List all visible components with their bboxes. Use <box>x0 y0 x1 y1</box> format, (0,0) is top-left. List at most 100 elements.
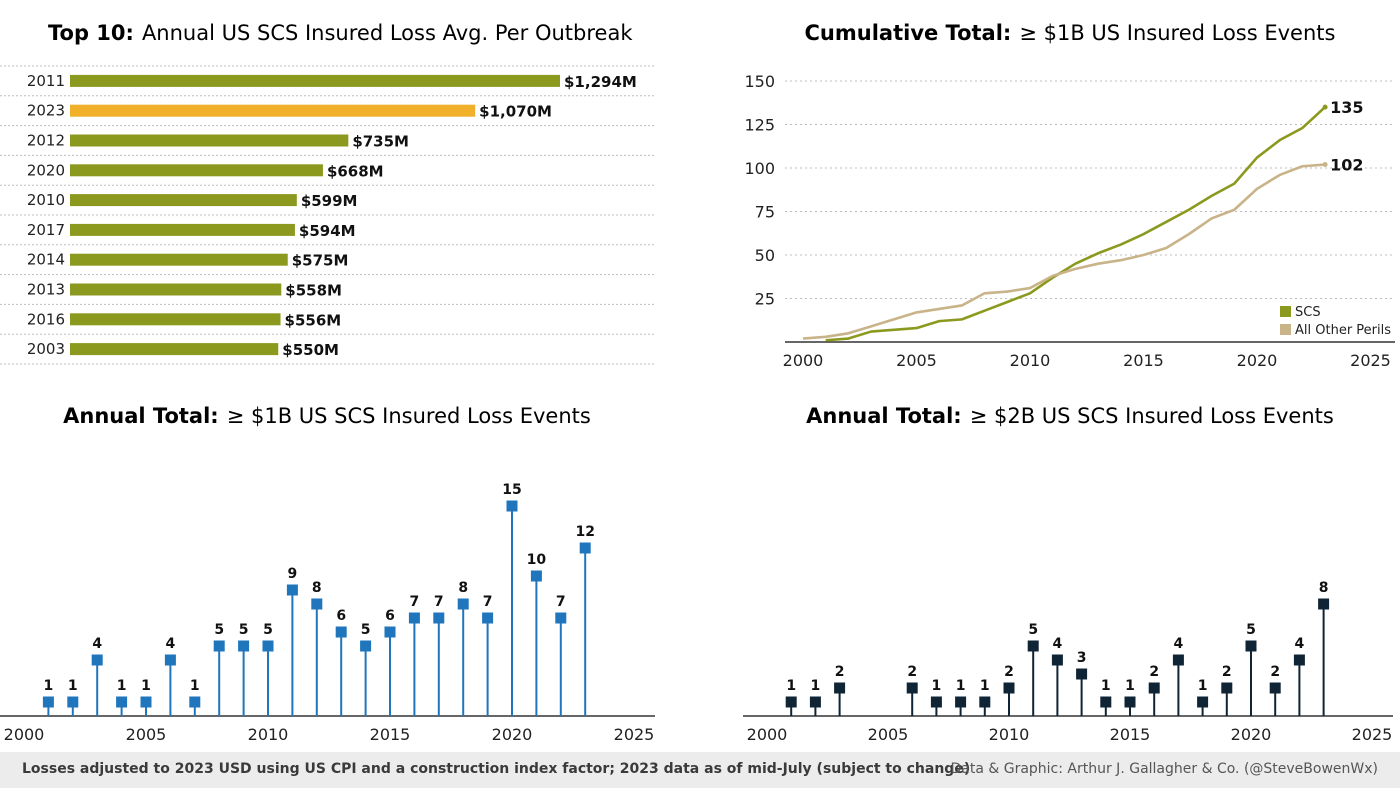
bar <box>70 104 476 117</box>
bar <box>70 164 323 177</box>
value-label: $1,294M <box>564 73 637 91</box>
lollipop-marker <box>809 696 821 708</box>
dashboard-canvas: Top 10: Annual US SCS Insured Loss Avg. P… <box>0 21 1395 744</box>
lollipop-marker <box>360 640 372 652</box>
bar <box>70 134 349 147</box>
bar <box>70 223 295 236</box>
annual-1b-title-text: ≥ $1B US SCS Insured Loss Events <box>227 404 591 428</box>
lollipop-marker <box>530 570 542 582</box>
cumulative-line-chart: Cumulative Total: ≥ $1B US Insured Loss E… <box>744 21 1395 370</box>
lollipop-marker <box>1003 682 1015 694</box>
lollipop-marker <box>42 696 54 708</box>
value-label: 8 <box>1319 580 1329 596</box>
value-label: $550M <box>282 341 339 359</box>
lollipop-marker <box>384 626 396 638</box>
lollipop-marker <box>955 696 967 708</box>
lollipop-marker <box>979 696 991 708</box>
lollipop-marker <box>1318 598 1330 610</box>
year-label: 2017 <box>27 221 65 239</box>
methodology-note: Losses adjusted to 2023 USD using US CPI… <box>22 761 971 777</box>
value-label: 6 <box>385 608 395 624</box>
value-label: 1 <box>932 678 942 694</box>
value-label: $735M <box>352 133 409 151</box>
annual-2b-title: Annual Total: ≥ $2B US SCS Insured Loss E… <box>806 404 1334 428</box>
year-label: 2014 <box>27 251 65 269</box>
x-tick-label: 2010 <box>1010 351 1051 370</box>
legend-swatch <box>1280 306 1291 317</box>
value-label: 4 <box>1053 636 1063 652</box>
top10-title-text: Annual US SCS Insured Loss Avg. Per Outb… <box>142 21 633 45</box>
year-label: 2003 <box>27 340 65 358</box>
value-label: 4 <box>1174 636 1184 652</box>
lollipop-marker <box>1221 682 1233 694</box>
lollipop-marker <box>189 696 201 708</box>
value-label: 7 <box>556 594 566 610</box>
lollipop-marker <box>213 640 225 652</box>
annual-1b-title-bold: Annual Total: <box>63 404 219 428</box>
annual-2b-title-bold: Annual Total: <box>806 404 962 428</box>
x-tick-label: 2020 <box>1237 351 1278 370</box>
lollipop-marker <box>335 626 347 638</box>
value-label: 1 <box>190 678 200 694</box>
value-label: 1 <box>980 678 990 694</box>
value-label: 1 <box>1125 678 1135 694</box>
lollipop-marker <box>506 500 518 512</box>
value-label: 1 <box>117 678 127 694</box>
x-tick-label: 2015 <box>1110 725 1151 744</box>
series-end-point <box>1322 162 1328 168</box>
bar <box>70 74 560 87</box>
annual-2b-title-text: ≥ $2B US SCS Insured Loss Events <box>970 404 1334 428</box>
value-label: 15 <box>502 482 521 498</box>
top10-title: Top 10: Annual US SCS Insured Loss Avg. P… <box>48 21 633 45</box>
legend-label: All Other Perils <box>1295 323 1391 338</box>
value-label: $594M <box>299 222 356 240</box>
lollipop-marker <box>1100 696 1112 708</box>
value-label: 7 <box>483 594 493 610</box>
value-label: 2 <box>1222 664 1232 680</box>
x-tick-label: 2000 <box>4 725 45 744</box>
year-label: 2013 <box>27 281 65 299</box>
value-label: 4 <box>1295 636 1305 652</box>
value-label: 5 <box>361 622 371 638</box>
y-tick-label: 150 <box>744 72 775 91</box>
value-label: 5 <box>263 622 273 638</box>
lollipop-marker <box>1148 682 1160 694</box>
value-label: 12 <box>575 524 594 540</box>
lollipop-marker <box>67 696 79 708</box>
series-end-point <box>1322 104 1328 110</box>
top10-title-bold: Top 10: <box>48 21 134 45</box>
lollipop-marker <box>1172 654 1184 666</box>
lollipop-marker <box>140 696 152 708</box>
value-label: 5 <box>1028 622 1038 638</box>
value-label: 8 <box>312 580 322 596</box>
x-tick-label: 2000 <box>783 351 824 370</box>
value-label: 10 <box>527 552 547 568</box>
value-label: 1 <box>1101 678 1111 694</box>
lollipop-marker <box>1076 668 1088 680</box>
x-tick-label: 2005 <box>126 725 167 744</box>
bar <box>70 283 282 296</box>
series-line <box>825 106 1326 342</box>
y-tick-label: 50 <box>755 246 775 265</box>
bar <box>70 253 288 266</box>
source-credit: Data & Graphic: Arthur J. Gallagher & Co… <box>950 761 1378 777</box>
year-label: 2012 <box>27 132 65 150</box>
value-label: 8 <box>458 580 468 596</box>
year-label: 2020 <box>27 161 65 179</box>
x-tick-label: 2020 <box>1231 725 1272 744</box>
lollipop-marker <box>311 598 323 610</box>
cumulative-title-text: ≥ $1B US Insured Loss Events <box>1019 21 1335 45</box>
series-end-label: 135 <box>1330 98 1363 117</box>
value-label: 2 <box>835 664 845 680</box>
x-tick-label: 2015 <box>1123 351 1164 370</box>
x-tick-label: 2005 <box>868 725 909 744</box>
lollipop-marker <box>1051 654 1063 666</box>
value-label: $558M <box>285 282 342 300</box>
value-label: 1 <box>68 678 78 694</box>
x-tick-label: 2010 <box>248 725 289 744</box>
value-label: $556M <box>285 311 342 329</box>
value-label: 1 <box>1198 678 1208 694</box>
value-label: 1 <box>786 678 796 694</box>
lollipop-marker <box>262 640 274 652</box>
value-label: 6 <box>336 608 346 624</box>
